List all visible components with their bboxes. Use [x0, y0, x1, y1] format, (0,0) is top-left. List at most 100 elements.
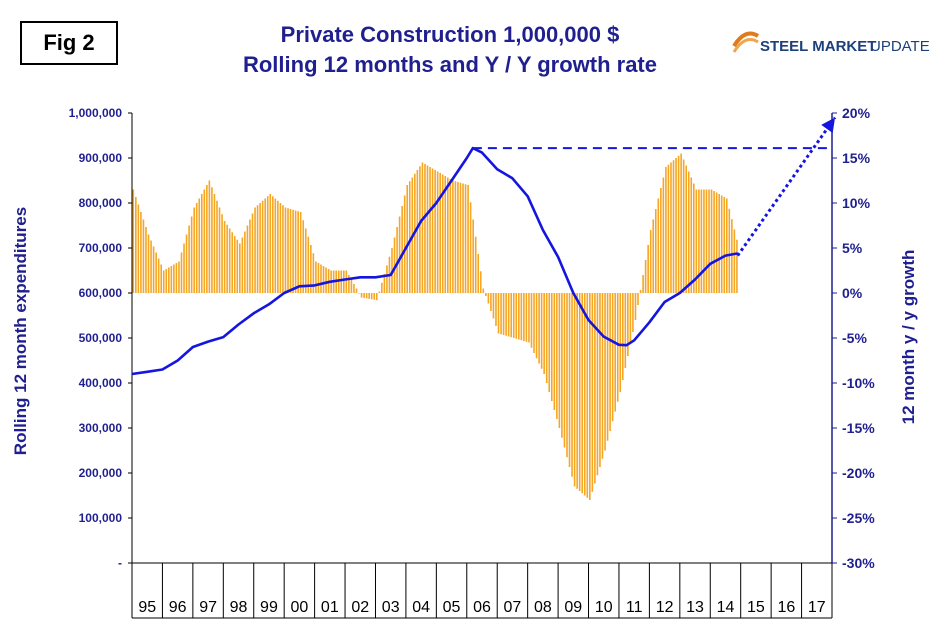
x-tick-label: 06 — [473, 599, 491, 616]
growth-bar — [266, 196, 269, 293]
left-tick-label: 500,000 — [79, 331, 123, 345]
growth-bar — [718, 194, 720, 293]
growth-bar — [512, 293, 515, 338]
growth-bar — [180, 252, 183, 293]
growth-bar — [226, 224, 228, 293]
x-tick-label: 00 — [290, 599, 308, 616]
growth-bar — [705, 189, 708, 293]
growth-bar — [178, 261, 180, 293]
growth-bar — [637, 293, 639, 305]
growth-bar — [165, 269, 168, 293]
right-tick-label: -30% — [842, 555, 875, 571]
growth-bar — [150, 240, 152, 293]
growth-bar — [474, 236, 477, 293]
bars-layer — [132, 153, 738, 500]
growth-bar — [188, 225, 190, 293]
growth-bar — [715, 192, 718, 293]
x-tick-label: 12 — [656, 599, 674, 616]
left-tick-label: 700,000 — [79, 241, 123, 255]
axes-layer — [128, 112, 837, 619]
growth-bar — [604, 293, 606, 451]
growth-bar — [383, 274, 386, 293]
growth-bar — [269, 194, 272, 293]
right-tick-label: -15% — [842, 420, 875, 436]
growth-bar — [492, 293, 495, 319]
growth-bar — [510, 293, 512, 338]
left-tick-label: 300,000 — [79, 421, 123, 435]
growth-bar — [449, 179, 452, 293]
right-tick-label: 5% — [842, 240, 863, 256]
growth-bar — [459, 182, 462, 293]
growth-bar — [652, 219, 655, 293]
growth-bar — [731, 219, 733, 293]
growth-bar — [403, 195, 406, 293]
growth-bar — [583, 293, 586, 496]
growth-bar — [642, 275, 644, 293]
x-tick-label: 02 — [351, 599, 369, 616]
chart-subtitle: Rolling 12 months and Y / Y growth rate — [242, 52, 657, 77]
growth-bar — [370, 293, 373, 300]
growth-bar — [233, 236, 236, 293]
growth-bar — [373, 293, 376, 300]
right-tick-label: -25% — [842, 510, 875, 526]
growth-bar — [457, 182, 459, 293]
growth-bar — [157, 258, 160, 293]
growth-bar — [203, 189, 206, 293]
x-tick-label: 05 — [443, 599, 461, 616]
growth-bar — [256, 205, 259, 293]
growth-bar — [614, 293, 616, 412]
x-tick-label: 15 — [747, 599, 765, 616]
right-tick-label: 15% — [842, 150, 871, 166]
growth-bar — [198, 198, 201, 293]
growth-bar — [350, 279, 353, 293]
growth-bar — [206, 185, 208, 293]
growth-bar — [680, 153, 682, 293]
growth-bar — [446, 177, 449, 293]
growth-bar — [297, 211, 299, 293]
growth-bar — [616, 293, 619, 402]
growth-bar — [441, 174, 444, 293]
growth-bar — [599, 293, 601, 467]
growth-bar — [145, 227, 147, 293]
x-tick-label: 11 — [626, 599, 643, 616]
growth-bar — [518, 293, 520, 340]
growth-bar — [406, 185, 409, 293]
growth-bar — [601, 293, 604, 459]
growth-bar — [573, 293, 576, 487]
growth-bar — [142, 219, 145, 293]
growth-bar — [634, 293, 637, 320]
growth-bar — [216, 200, 218, 293]
growth-bar — [375, 293, 378, 301]
growth-bar — [713, 191, 715, 293]
x-tick-label: 08 — [534, 599, 552, 616]
growth-bar — [254, 207, 256, 293]
growth-bar — [315, 261, 317, 293]
growth-bar — [426, 165, 429, 293]
growth-bar — [556, 293, 558, 419]
growth-bar — [553, 293, 556, 410]
growth-bar — [185, 234, 188, 293]
growth-bar — [682, 159, 685, 293]
growth-bar — [644, 260, 647, 293]
left-tick-label: 100,000 — [79, 511, 123, 525]
growth-bar — [507, 293, 510, 337]
growth-bar — [548, 293, 551, 392]
growth-bar — [416, 170, 419, 293]
growth-bar — [378, 291, 381, 293]
growth-bar — [647, 245, 649, 293]
growth-bar — [155, 252, 157, 293]
growth-bar — [132, 189, 135, 293]
left-tick-label: 200,000 — [79, 466, 123, 480]
growth-bar — [479, 271, 482, 293]
growth-bar — [454, 181, 457, 293]
growth-bar — [325, 267, 327, 293]
growth-bar — [360, 293, 363, 298]
x-tick-label: 07 — [504, 599, 522, 616]
logo-brand-light: UPDATE — [870, 38, 930, 55]
growth-bar — [231, 232, 234, 293]
growth-bar — [720, 195, 723, 293]
left-tick-label: 600,000 — [79, 286, 123, 300]
x-tick-label: 04 — [412, 599, 430, 616]
growth-bar — [135, 197, 137, 293]
